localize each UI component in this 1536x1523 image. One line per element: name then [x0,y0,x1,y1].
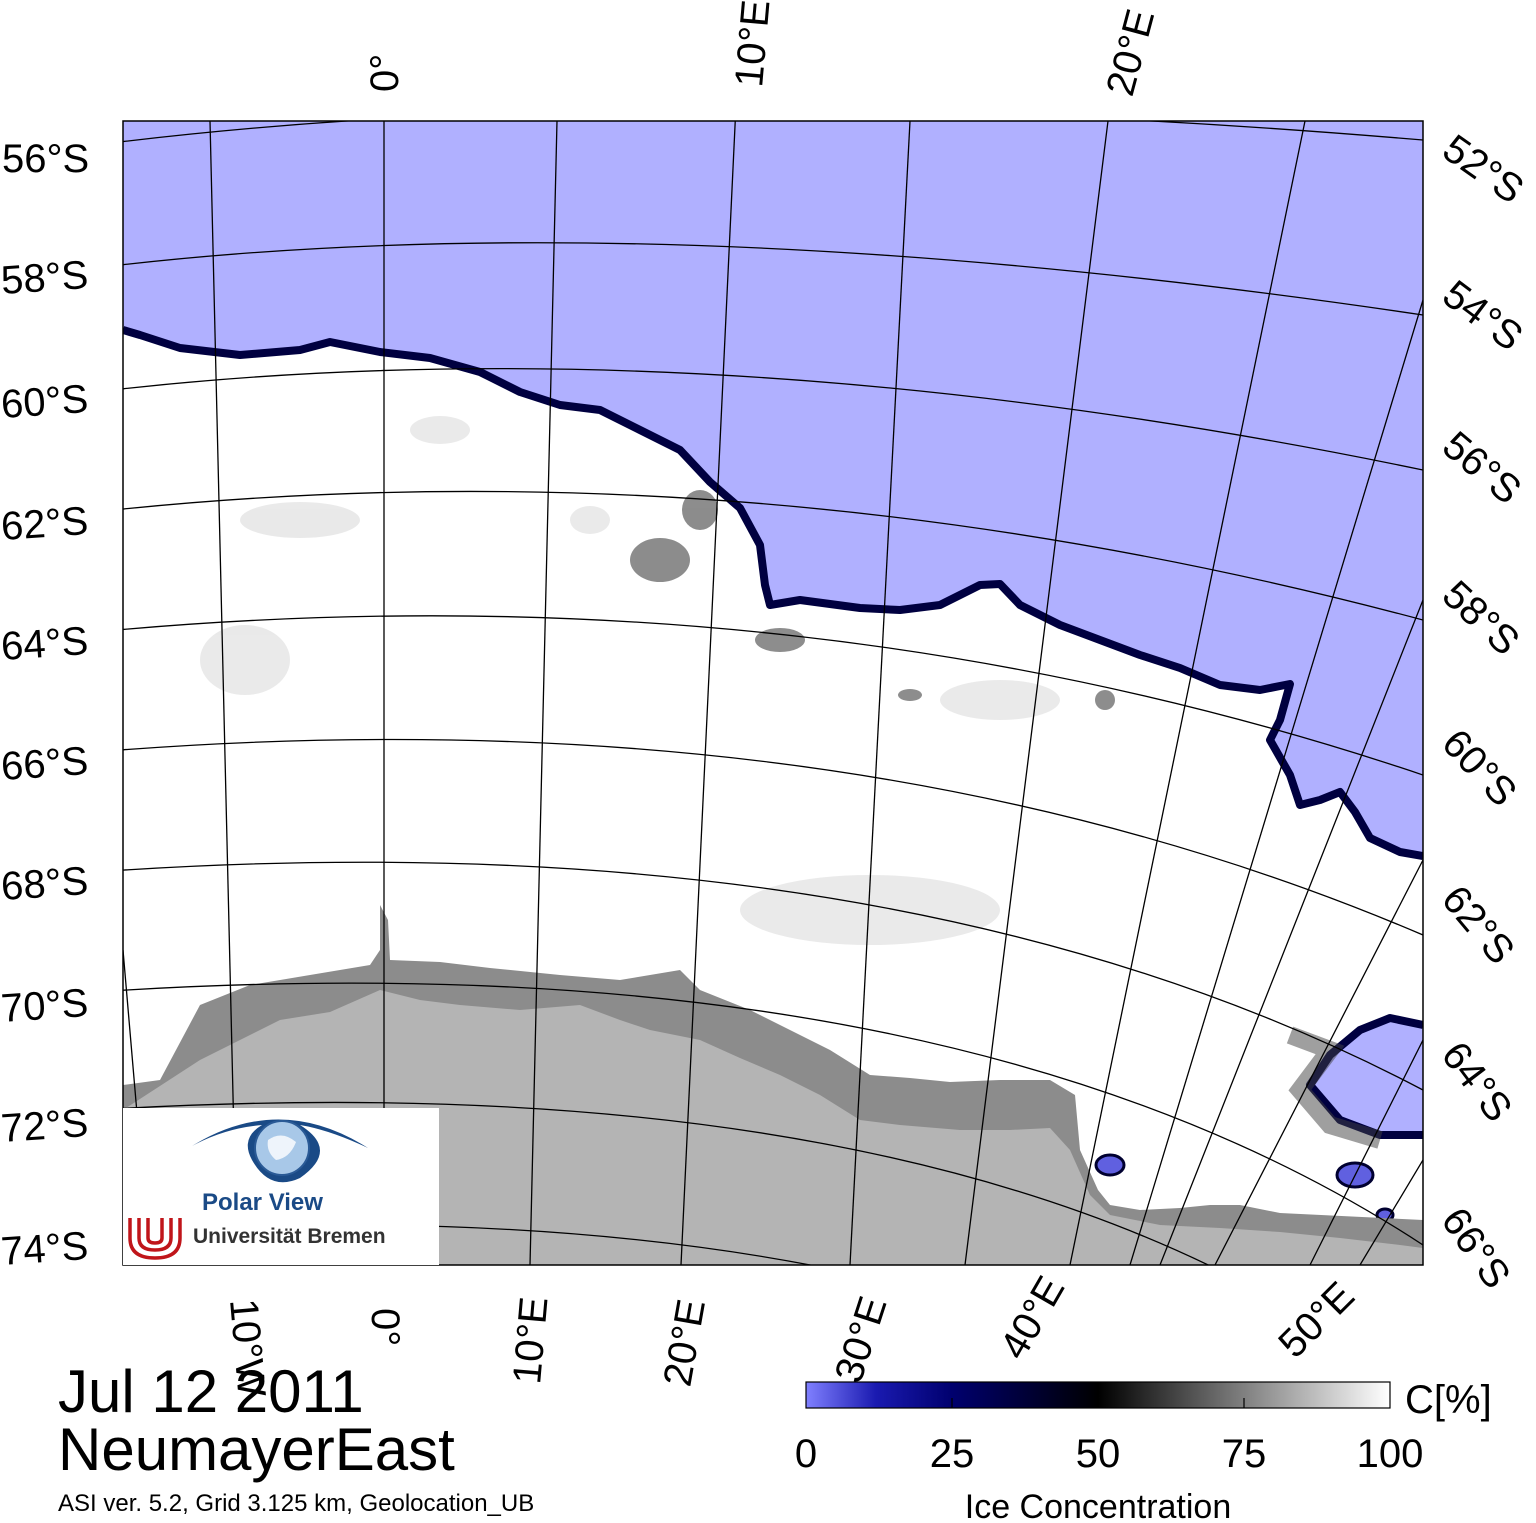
colorbar-tick-0: 0 [794,1432,818,1476]
lon-label-10w-bottom: 10°W [221,1297,273,1399]
colorbar-unit: C[%] [1405,1378,1492,1422]
lat-label-70s-left: 70°S [0,981,90,1031]
lat-label-66s-left: 66°S [0,739,90,789]
lat-label-64s-right: 64°S [1433,1034,1521,1130]
bottom-lon-labels: 10°W 0° 10°E 20°E 30°E 40°E 50°E [221,1269,1363,1399]
lon-label-40e-bottom: 40°E [992,1269,1074,1366]
lon-label-20e-bottom: 20°E [656,1296,714,1389]
map-frame [122,120,1424,1266]
logo-name: Polar View [202,1189,323,1216]
lon-label-0-bottom: 0° [363,1308,407,1346]
ice-edge-speckle [630,490,1115,710]
lat-label-52s-right: 52°S [1435,126,1532,212]
lat-label-56s-right: 56°S [1434,423,1529,513]
top-lon-labels: 0° 10°E 20°E [363,0,1163,100]
lat-label-58s-left: 58°S [0,253,90,303]
map-date: Jul 12 2011 [58,1358,364,1425]
ice-edge [123,326,1423,860]
colorbar-tick-75: 75 [1221,1432,1267,1476]
map-region: NeumayerEast [58,1416,455,1483]
colorbar-title: Ice Concentration [965,1488,1232,1523]
colorbar-tick-100: 100 [1356,1432,1424,1476]
lon-label-10e-top: 10°E [727,0,778,89]
bremen-u-icon [128,1218,182,1260]
lat-label-56s-left: 56°S [2,137,89,181]
lon-label-10e-bottom: 10°E [505,1295,556,1386]
lat-label-74s-left: 74°S [0,1224,90,1274]
colorbar-tick-25: 25 [929,1432,975,1476]
lat-label-72s-left: 72°S [0,1101,90,1151]
lat-label-60s-right: 60°S [1433,721,1525,815]
ice-edge-east-band [1286,1026,1383,1149]
lon-label-30e-bottom: 30°E [827,1291,896,1388]
polar-view-logo: Polar View Universität Bremen [123,1108,439,1265]
lat-label-62s-left: 62°S [0,499,90,549]
logo-institution: Universität Bremen [193,1225,386,1248]
map-info: ASI ver. 5.2, Grid 3.125 km, Geolocation… [58,1490,535,1517]
lat-label-54s-right: 54°S [1435,272,1531,360]
lat-label-68s-left: 68°S [0,859,90,909]
right-lat-labels: 52°S 54°S 56°S 58°S 60°S 62°S 64°S 66°S [1433,126,1532,1296]
polynyas [1094,1153,1395,1223]
lon-label-20e-top: 20°E [1098,5,1163,101]
graticule-meridians [123,121,1423,1265]
lon-label-50e-bottom: 50°E [1270,1274,1363,1367]
lat-label-66s-right: 66°S [1433,1200,1519,1297]
lat-label-64s-left: 64°S [0,619,90,669]
colorbar-tick-50: 50 [1075,1432,1121,1476]
colorbar: C[%] Ice Concentration [805,1378,1492,1523]
lat-label-60s-left: 60°S [0,377,90,427]
lat-label-62s-right: 62°S [1433,878,1523,973]
lon-label-0-top: 0° [363,54,407,92]
lat-label-58s-right: 58°S [1434,572,1528,664]
left-lat-labels: 56°S 58°S 60°S 62°S 64°S 66°S 68°S 70°S … [0,137,90,1274]
antarctic-land [123,990,1423,1265]
